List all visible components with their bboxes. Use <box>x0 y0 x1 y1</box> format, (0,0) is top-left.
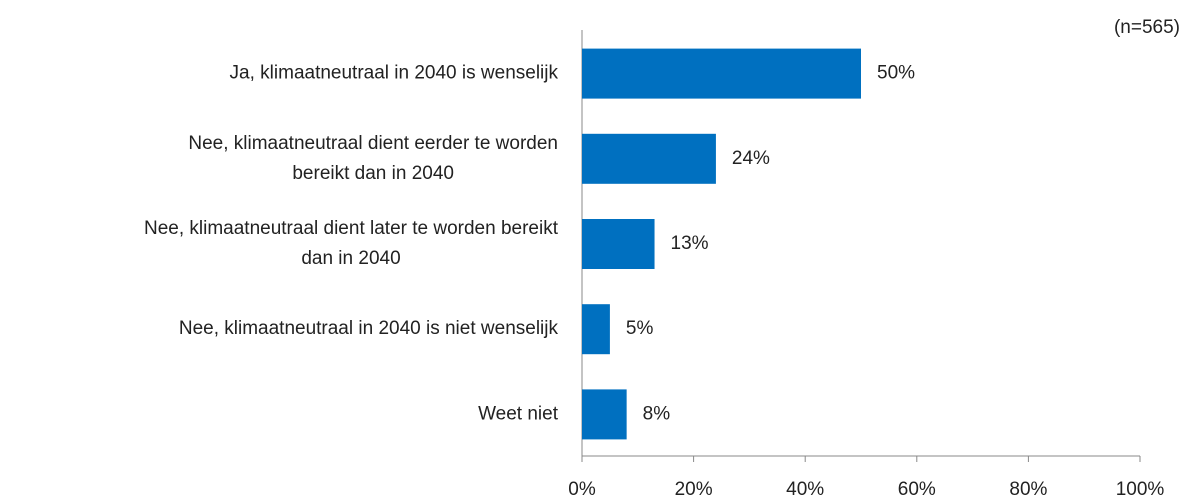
annotation: (n=565) <box>1114 17 1180 38</box>
x-tick-label: 40% <box>786 479 824 499</box>
value-label: 13% <box>671 233 709 254</box>
x-tick-label: 60% <box>898 479 936 499</box>
bar <box>582 133 716 184</box>
bar <box>582 219 655 269</box>
y-tick-label: Nee, klimaatneutraal dient eerder te wor… <box>188 133 558 184</box>
x-tick-label: 20% <box>675 479 713 499</box>
y-tick-label: Nee, klimaatneutraal in 2040 is niet wen… <box>179 318 559 339</box>
x-tick-label: 100% <box>1116 479 1165 499</box>
value-label: 24% <box>732 148 770 169</box>
bar <box>582 304 610 355</box>
y-tick-label: Ja, klimaatneutraal in 2040 is wenselijk <box>230 63 559 84</box>
bar <box>582 48 861 99</box>
value-label: 5% <box>626 318 654 339</box>
x-tick-label: 80% <box>1009 479 1047 499</box>
y-tick-label: Weet niet <box>478 403 559 424</box>
y-tick-label: Nee, klimaatneutraal dient later te word… <box>144 218 559 269</box>
x-tick-label: 0% <box>568 479 596 499</box>
bar <box>582 389 627 440</box>
value-label: 8% <box>643 403 671 424</box>
value-label: 50% <box>877 63 915 84</box>
